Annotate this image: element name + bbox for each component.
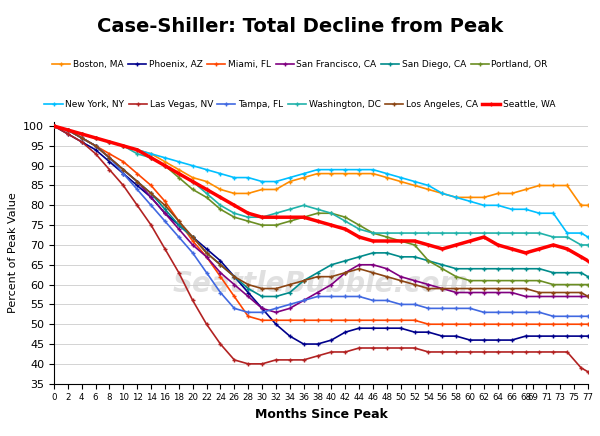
Text: SeattleBubble.com: SeattleBubble.com bbox=[173, 270, 469, 298]
Text: Case-Shiller: Total Decline from Peak: Case-Shiller: Total Decline from Peak bbox=[97, 17, 503, 37]
Legend: Boston, MA, Phoenix, AZ, Miami, FL, San Francisco, CA, San Diego, CA, Portland, : Boston, MA, Phoenix, AZ, Miami, FL, San … bbox=[49, 57, 551, 73]
Y-axis label: Percent of Peak Value: Percent of Peak Value bbox=[8, 193, 18, 313]
X-axis label: Months Since Peak: Months Since Peak bbox=[254, 408, 388, 421]
Legend: New York, NY, Las Vegas, NV, Tampa, FL, Washington, DC, Los Angeles, CA, Seattle: New York, NY, Las Vegas, NV, Tampa, FL, … bbox=[41, 96, 559, 112]
